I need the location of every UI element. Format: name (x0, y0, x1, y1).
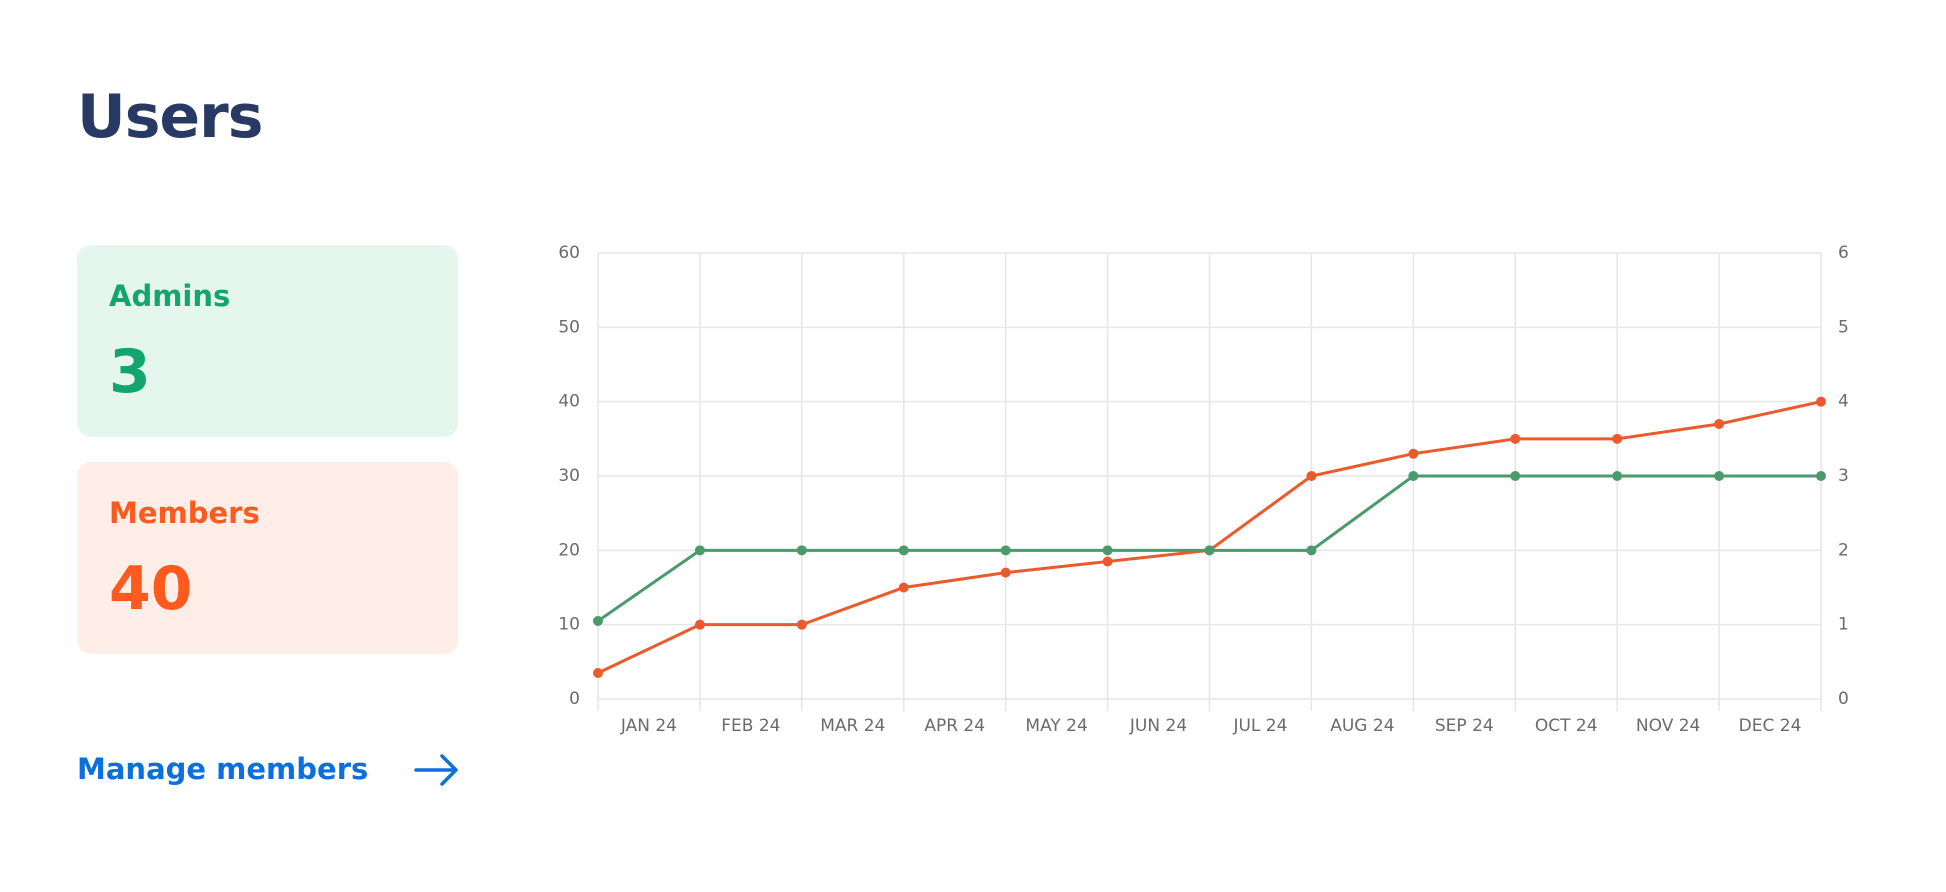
y-tick-label: 50 (558, 317, 580, 337)
data-point (1510, 433, 1521, 444)
y2-tick-label: 4 (1838, 392, 1849, 412)
y-tick-label: 40 (558, 392, 580, 412)
data-point (1714, 418, 1725, 429)
members-card: Members 40 (77, 462, 458, 654)
x-tick-label: JUL 24 (1232, 716, 1287, 736)
data-point (1816, 471, 1826, 481)
y2-tick-label: 6 (1838, 243, 1849, 263)
data-point (796, 545, 807, 556)
x-tick-label: AUG 24 (1330, 716, 1394, 736)
data-point (796, 619, 807, 630)
x-tick-label: SEP 24 (1435, 716, 1494, 736)
manage-members-link[interactable]: Manage members (77, 752, 369, 786)
data-point (1102, 556, 1113, 567)
card-value: 3 (109, 337, 151, 407)
y2-tick-label: 5 (1838, 317, 1849, 337)
y-tick-label: 20 (558, 540, 580, 560)
data-point (1000, 545, 1011, 556)
admins-card: Admins 3 (77, 245, 458, 437)
y2-tick-label: 2 (1838, 540, 1849, 560)
data-point (898, 545, 909, 556)
card-label: Admins (109, 279, 231, 313)
data-point (1714, 471, 1725, 481)
data-point (1000, 567, 1011, 578)
x-tick-label: JUN 24 (1129, 716, 1187, 736)
x-tick-label: FEB 24 (721, 716, 780, 736)
data-point (1102, 545, 1113, 556)
y-tick-label: 0 (569, 689, 580, 709)
card-label: Members (109, 496, 260, 530)
y2-tick-label: 0 (1838, 689, 1849, 709)
data-point (1306, 471, 1317, 481)
data-point (593, 667, 603, 678)
data-point (1408, 471, 1419, 481)
y-tick-label: 10 (558, 615, 580, 635)
x-tick-label: MAR 24 (820, 716, 885, 736)
data-point (1510, 471, 1521, 481)
data-point (694, 545, 705, 556)
data-point (1612, 433, 1623, 444)
y-tick-label: 60 (558, 243, 580, 263)
data-point (1204, 545, 1215, 556)
page-title: Users (77, 82, 263, 152)
data-point (694, 619, 705, 630)
card-value: 40 (109, 554, 193, 624)
data-point (593, 615, 603, 626)
data-point (1306, 545, 1317, 556)
x-tick-label: DEC 24 (1739, 716, 1802, 736)
data-point (1408, 448, 1419, 459)
x-tick-label: OCT 24 (1535, 716, 1598, 736)
x-tick-label: NOV 24 (1636, 716, 1700, 736)
y-tick-label: 30 (558, 466, 580, 486)
x-tick-label: APR 24 (924, 716, 985, 736)
data-point (1612, 471, 1623, 481)
x-tick-label: MAY 24 (1025, 716, 1087, 736)
y2-tick-label: 3 (1838, 466, 1849, 486)
arrow-icon[interactable] (412, 752, 460, 788)
y2-tick-label: 1 (1838, 615, 1849, 635)
x-tick-label: JAN 24 (620, 716, 677, 736)
data-point (898, 582, 909, 593)
data-point (1816, 396, 1826, 407)
